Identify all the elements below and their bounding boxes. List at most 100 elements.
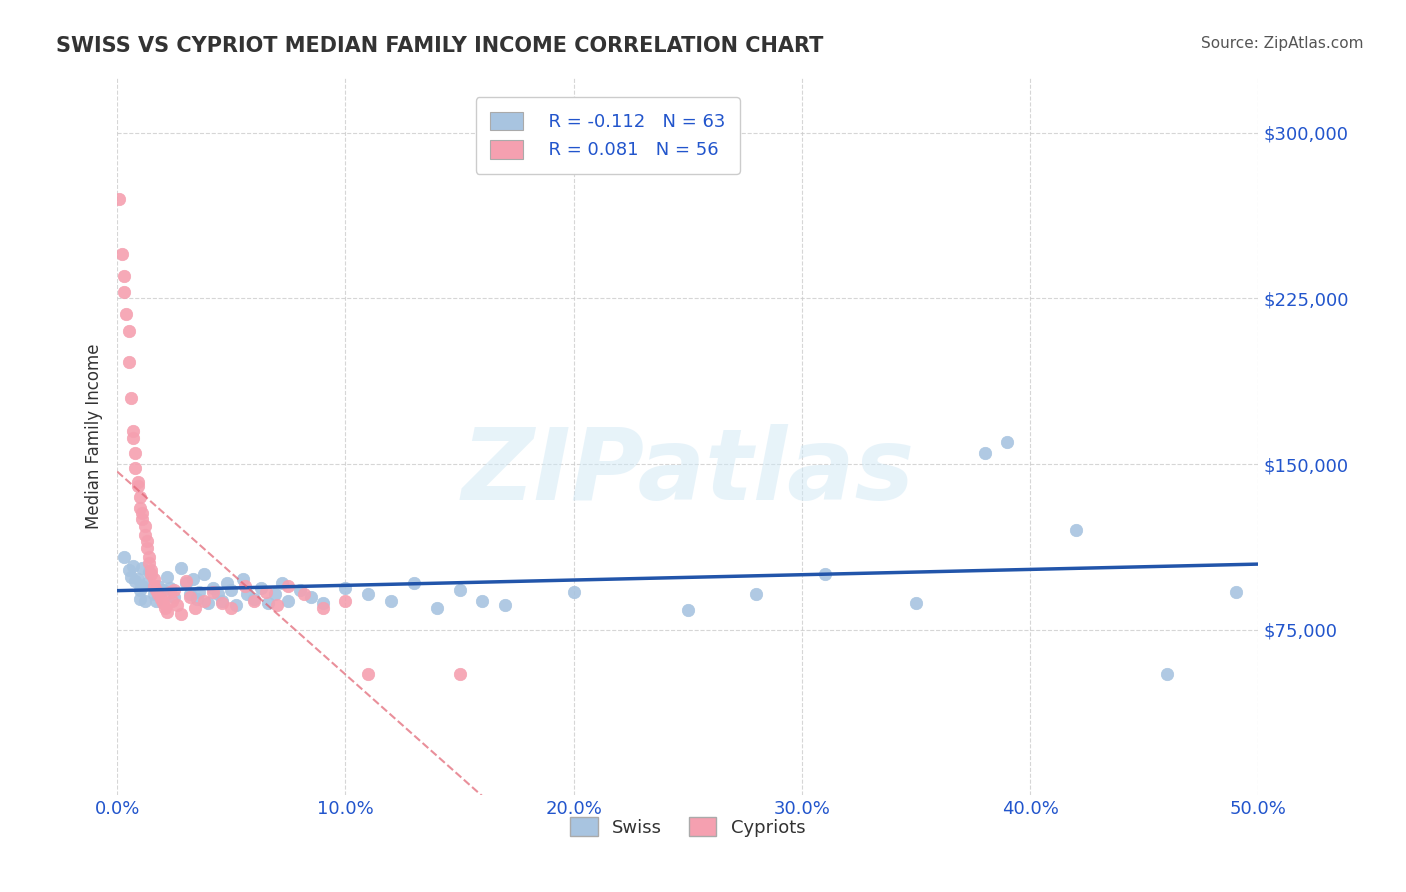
Point [152, 582, 174, 597]
Point [159, 581, 181, 595]
Point [426, 600, 449, 615]
Point [152, 596, 174, 610]
Point [149, 591, 172, 606]
Point [225, 599, 247, 613]
Point [311, 596, 333, 610]
Point [142, 578, 165, 592]
Point [995, 434, 1018, 449]
Point [115, 307, 138, 321]
Point [129, 501, 152, 516]
Point [256, 596, 278, 610]
Point [108, 192, 131, 206]
Y-axis label: Median Family Income: Median Family Income [86, 343, 103, 529]
Point [233, 578, 256, 592]
Point [141, 567, 163, 582]
Point [127, 572, 149, 586]
Point [156, 605, 179, 619]
Point [380, 594, 402, 608]
Point [112, 549, 135, 564]
Point [270, 576, 292, 591]
Point [124, 574, 146, 588]
Point [112, 269, 135, 284]
Point [142, 572, 165, 586]
Point [131, 512, 153, 526]
Point [211, 596, 233, 610]
Point [292, 587, 315, 601]
Point [124, 446, 146, 460]
Point [122, 430, 145, 444]
Point [134, 594, 156, 608]
Point [236, 587, 259, 601]
Point [299, 590, 322, 604]
Point [129, 582, 152, 597]
Point [905, 596, 928, 610]
Text: SWISS VS CYPRIOT MEDIAN FAMILY INCOME CORRELATION CHART: SWISS VS CYPRIOT MEDIAN FAMILY INCOME CO… [56, 36, 824, 55]
Point [111, 247, 134, 261]
Point [138, 557, 160, 571]
Point [117, 325, 139, 339]
Point [263, 587, 285, 601]
Point [814, 567, 837, 582]
Point [402, 576, 425, 591]
Point [357, 587, 380, 601]
Point [1225, 585, 1247, 599]
Point [174, 574, 197, 588]
Point [138, 566, 160, 580]
Point [124, 461, 146, 475]
Point [250, 581, 273, 595]
Point [254, 585, 277, 599]
Point [163, 590, 186, 604]
Legend: Swiss, Cypriots: Swiss, Cypriots [564, 810, 813, 844]
Point [211, 594, 233, 608]
Point [112, 285, 135, 299]
Point [159, 585, 181, 599]
Point [174, 576, 197, 591]
Text: Source: ZipAtlas.com: Source: ZipAtlas.com [1201, 36, 1364, 51]
Point [1064, 524, 1087, 538]
Point [122, 424, 145, 438]
Point [117, 355, 139, 369]
Point [277, 594, 299, 608]
Point [153, 600, 176, 615]
Point [141, 563, 163, 577]
Point [357, 666, 380, 681]
Point [335, 581, 357, 595]
Point [197, 596, 219, 610]
Point [186, 591, 208, 606]
Point [202, 581, 225, 595]
Point [221, 582, 243, 597]
Point [243, 591, 266, 606]
Point [129, 490, 152, 504]
Point [117, 563, 139, 577]
Point [562, 585, 585, 599]
Point [134, 519, 156, 533]
Point [170, 607, 193, 622]
Point [277, 578, 299, 592]
Point [163, 582, 186, 597]
Point [207, 587, 229, 601]
Point [131, 578, 153, 592]
Point [145, 582, 167, 597]
Point [335, 594, 357, 608]
Point [193, 594, 215, 608]
Point [127, 479, 149, 493]
Point [148, 587, 170, 601]
Point [138, 549, 160, 564]
Point [134, 527, 156, 541]
Point [449, 666, 471, 681]
Point [179, 587, 201, 601]
Point [135, 541, 157, 555]
Point [156, 570, 179, 584]
Point [184, 600, 207, 615]
Point [148, 578, 170, 592]
Point [181, 572, 204, 586]
Point [131, 561, 153, 575]
Point [288, 582, 311, 597]
Point [311, 600, 333, 615]
Point [1156, 666, 1178, 681]
Point [745, 587, 768, 601]
Point [120, 570, 142, 584]
Point [135, 576, 157, 591]
Point [120, 391, 142, 405]
Point [471, 594, 494, 608]
